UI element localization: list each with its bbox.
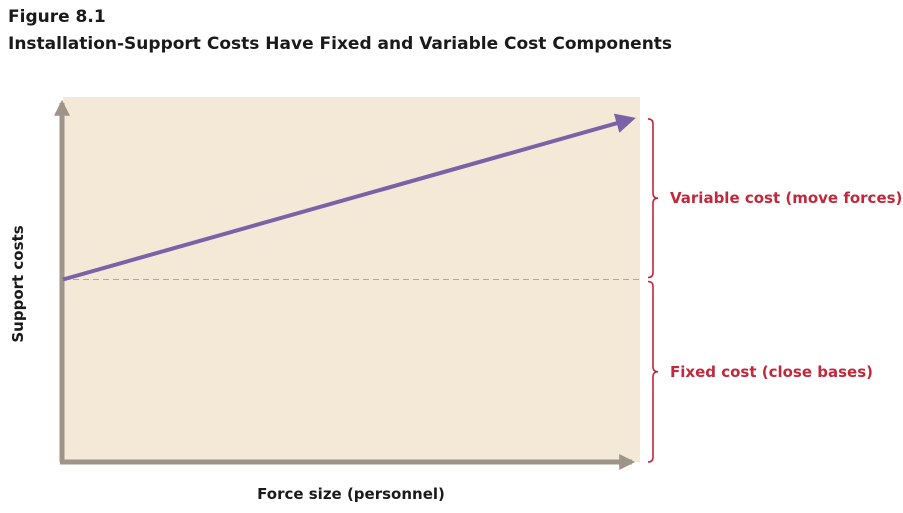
fixed-cost-brace	[647, 280, 659, 463]
y-axis-title: Support costs	[9, 225, 27, 342]
fixed-cost-label: Fixed cost (close bases)	[670, 363, 873, 381]
chart-title: Installation-Support Costs Have Fixed an…	[8, 34, 673, 54]
figure-label: Figure 8.1	[8, 7, 106, 27]
x-axis-title: Force size (personnel)	[257, 485, 445, 503]
variable-cost-brace	[647, 118, 659, 279]
series-line	[62, 113, 636, 282]
variable-cost-label: Variable cost (move forces)	[670, 189, 902, 207]
